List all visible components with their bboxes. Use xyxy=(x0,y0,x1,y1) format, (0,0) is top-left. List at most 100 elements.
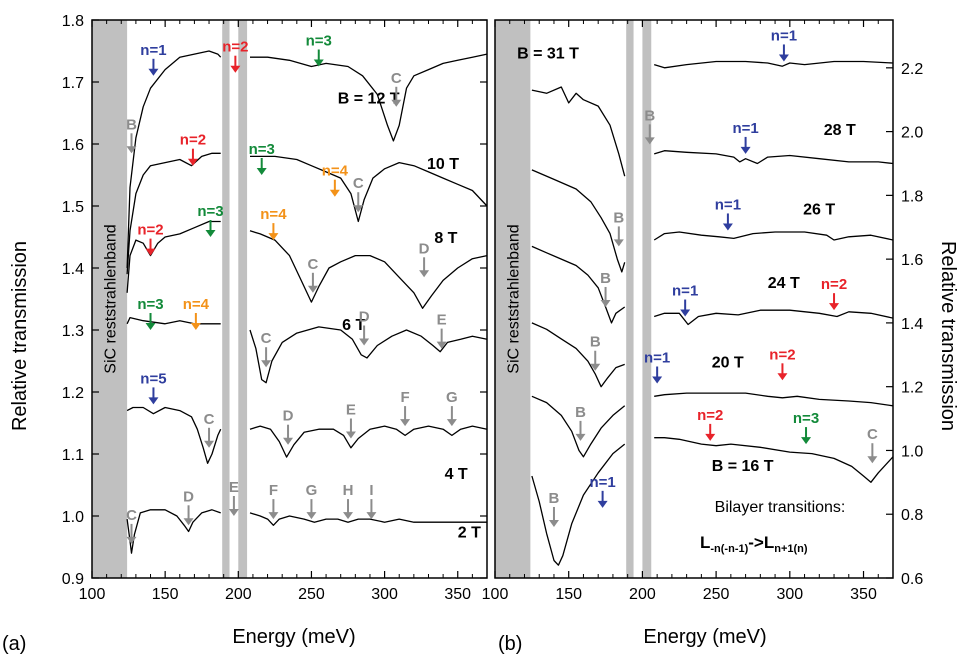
peak-annotation: n=2 xyxy=(769,346,795,363)
plot-frame xyxy=(494,19,894,579)
note-base1: L xyxy=(700,533,710,552)
peak-annotation: E xyxy=(437,312,447,329)
shaded-band xyxy=(626,20,634,578)
annotation-arrow-head xyxy=(366,512,377,520)
x-tick-label: 150 xyxy=(555,586,582,603)
series-line xyxy=(531,86,626,177)
y-tick-label: 1.6 xyxy=(901,252,923,269)
peak-annotation: G xyxy=(446,389,458,406)
peak-annotation: B xyxy=(613,209,624,226)
series-line xyxy=(654,392,894,407)
peak-annotation: D xyxy=(359,309,370,326)
series-label: 6 T xyxy=(342,317,365,334)
note-base2: L xyxy=(764,533,774,552)
note-sub2: n+1(n) xyxy=(774,543,808,555)
annotation-arrow-head xyxy=(548,519,559,527)
annotation-arrow-head xyxy=(126,146,137,154)
note-arrow: -> xyxy=(748,533,764,552)
series-line xyxy=(126,509,221,554)
annotation-arrow-head xyxy=(575,433,586,441)
annotation-arrow-head xyxy=(183,518,194,526)
series-label: 26 T xyxy=(803,202,835,219)
y-tick-label: 0.6 xyxy=(901,571,923,588)
note-formula: L-n(-n-1)->Ln+1(n) xyxy=(700,533,808,555)
peak-annotation: n=5 xyxy=(140,370,166,387)
y-tick-label: 1.4 xyxy=(901,316,923,333)
annotation-arrow-head xyxy=(680,309,691,317)
reststrahlen-label: SiC reststrahlenband xyxy=(506,224,523,373)
annotation-arrow-head xyxy=(148,68,159,76)
annotation-arrow-head xyxy=(652,376,663,384)
annotation-arrow-head xyxy=(313,59,324,67)
annotation-arrow-head xyxy=(329,189,340,197)
series-label: 2 T xyxy=(458,525,481,542)
series-line xyxy=(126,220,221,293)
peak-annotation: C xyxy=(204,411,215,428)
annotation-arrow-head xyxy=(126,536,137,544)
series-line xyxy=(250,53,488,142)
x-tick-label: 350 xyxy=(444,586,471,603)
peak-annotation: H xyxy=(343,482,354,499)
panel-a: SiC reststrahlenband 100 150 200 250 300 350 0.… xyxy=(62,13,488,603)
annotation-arrow-head xyxy=(740,146,751,154)
x-tick-label: 250 xyxy=(298,586,325,603)
series-line xyxy=(531,245,626,324)
series-label: B = 12 T xyxy=(338,91,400,108)
panel-a-ylabel: Relative transmission xyxy=(9,241,31,431)
annotation-arrow-head xyxy=(145,323,156,330)
y-tick-label: 1.8 xyxy=(901,188,923,205)
peak-annotation: D xyxy=(183,488,194,505)
panel-b-xlabel: Energy (meV) xyxy=(643,626,766,648)
y-tick-label: 1.0 xyxy=(62,509,84,526)
annotation-arrow-head xyxy=(436,341,447,349)
peak-annotation: D xyxy=(419,240,430,257)
shaded-band xyxy=(495,20,531,578)
annotation-arrow-head xyxy=(801,437,812,445)
peak-annotation: E xyxy=(229,479,239,496)
panel-a-label: (a) xyxy=(2,633,26,655)
series-line xyxy=(126,50,222,269)
peak-annotation: F xyxy=(400,389,409,406)
peak-annotation: n=2 xyxy=(697,407,723,424)
series-label: B = 31 T xyxy=(517,45,579,62)
peak-annotation: n=1 xyxy=(715,196,741,213)
peak-annotation: n=1 xyxy=(140,42,166,59)
shaded-band xyxy=(222,20,230,578)
peak-annotation: B xyxy=(590,334,601,351)
plot-frame xyxy=(91,19,488,579)
y-tick-label: 2.2 xyxy=(901,61,923,78)
peak-annotation: C xyxy=(261,330,272,347)
annotation-arrow-head xyxy=(867,456,878,464)
annotation-arrow-head xyxy=(722,223,733,231)
series-line xyxy=(249,326,488,384)
series-label: 8 T xyxy=(434,230,457,247)
y-tick-label: 1.4 xyxy=(62,261,84,278)
y-tick-label: 1.1 xyxy=(62,447,84,464)
series-line xyxy=(654,60,894,69)
annotation-arrow-head xyxy=(400,419,411,427)
peak-annotation: C xyxy=(307,256,318,273)
annotation-arrow-head xyxy=(705,433,716,441)
annotation-arrow-head xyxy=(228,509,239,516)
annotation-arrow-head xyxy=(446,419,457,427)
x-tick-label: 200 xyxy=(629,586,656,603)
series-label: 20 T xyxy=(712,355,744,372)
annotation-arrow-head xyxy=(256,168,267,175)
series-line xyxy=(249,230,488,309)
peak-annotation: n=4 xyxy=(322,163,349,180)
series-line xyxy=(249,425,488,458)
annotation-arrow-head xyxy=(644,137,655,145)
series-line xyxy=(249,512,487,526)
peak-annotation: n=4 xyxy=(183,296,210,313)
x-tick-label: 300 xyxy=(776,586,803,603)
series-line xyxy=(654,309,894,326)
panel-b-ylabel: Relative transmission xyxy=(937,241,959,431)
peak-annotation: I xyxy=(369,482,373,499)
peak-annotation: n=2 xyxy=(137,222,163,239)
y-tick-label: 2.0 xyxy=(901,125,923,142)
annotation-arrow-head xyxy=(597,500,608,508)
series-line xyxy=(531,443,626,566)
annotation-arrow-head xyxy=(268,512,279,520)
peak-annotation: n=1 xyxy=(732,120,758,137)
